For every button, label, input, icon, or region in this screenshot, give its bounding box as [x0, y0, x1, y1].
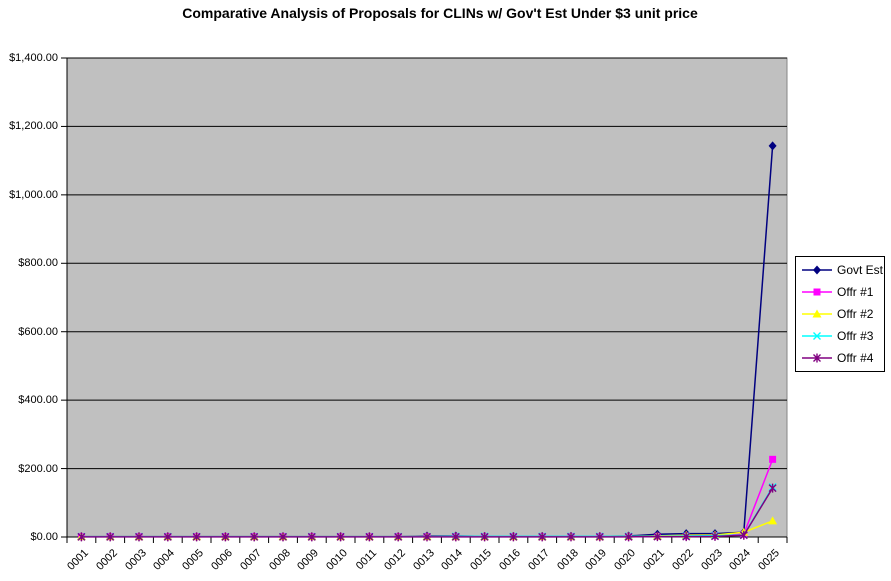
- asterisk-marker: [813, 353, 821, 363]
- legend-sample-govt-est: [802, 265, 832, 275]
- square-marker: [813, 288, 821, 296]
- asterisk-marker: [163, 532, 172, 542]
- y-axis-label: $200.00: [18, 462, 58, 475]
- x-marker: [813, 332, 821, 340]
- asterisk-marker: [192, 532, 201, 542]
- asterisk-marker: [768, 483, 777, 493]
- asterisk-marker: [711, 531, 719, 541]
- asterisk-marker: [106, 532, 115, 542]
- legend-item-offr-4: Offr #4: [796, 347, 884, 369]
- asterisk-marker: [77, 532, 86, 542]
- asterisk-marker: [567, 532, 575, 542]
- asterisk-marker: [480, 532, 489, 542]
- y-axis-label: $0.00: [30, 531, 58, 543]
- legend-label: Offr #1: [837, 285, 874, 299]
- y-axis-label: $1,000.00: [9, 188, 58, 201]
- asterisk-marker: [250, 532, 259, 542]
- asterisk-marker: [451, 532, 460, 542]
- legend-label: Offr #3: [837, 329, 874, 343]
- legend-sample-offr-3: [802, 332, 832, 340]
- asterisk-marker: [394, 532, 403, 542]
- diamond-marker: [768, 141, 777, 151]
- asterisk-marker: [595, 532, 604, 542]
- asterisk-marker: [739, 530, 748, 540]
- legend-sample-offr-1: [802, 288, 832, 296]
- asterisk-marker: [682, 532, 691, 542]
- legend-label: Offr #4: [837, 351, 874, 365]
- asterisk-marker: [423, 532, 431, 542]
- legend-label: Offr #2: [837, 307, 874, 321]
- y-axis-label: $600.00: [18, 325, 58, 338]
- asterisk-marker: [307, 532, 316, 542]
- y-axis-label: $1,200.00: [9, 120, 58, 133]
- asterisk-marker: [279, 532, 287, 542]
- y-axis-label: $800.00: [18, 257, 58, 270]
- asterisk-marker: [653, 532, 662, 542]
- chart-title: Comparative Analysis of Proposals for CL…: [182, 5, 698, 21]
- legend-item-offr-2: Offr #2: [796, 303, 884, 325]
- asterisk-marker: [221, 532, 230, 542]
- plot-background: [66, 57, 788, 538]
- asterisk-marker: [365, 532, 374, 542]
- series-offr-4: [77, 483, 777, 542]
- legend-item-offr-3: Offr #3: [796, 325, 884, 347]
- legend-sample-offr-2: [802, 309, 832, 318]
- y-axis-label: $1,400.00: [9, 52, 58, 64]
- legend: Govt Est Offr #1 Offr #2 Offr #3 Offr #4: [795, 256, 885, 372]
- triangle-marker: [768, 516, 778, 525]
- legend-label: Govt Est: [837, 263, 884, 277]
- diamond-marker: [813, 265, 821, 275]
- triangle-marker: [812, 309, 822, 318]
- asterisk-marker: [336, 532, 345, 542]
- legend-item-offr-1: Offr #1: [796, 281, 884, 303]
- asterisk-marker: [538, 532, 547, 542]
- y-axis-label: $400.00: [18, 394, 58, 407]
- square-marker: [769, 455, 777, 463]
- asterisk-marker: [624, 532, 633, 542]
- legend-item-govt-est: Govt Est: [796, 259, 884, 281]
- asterisk-marker: [135, 532, 143, 542]
- asterisk-marker: [509, 532, 518, 542]
- legend-sample-offr-4: [802, 353, 832, 363]
